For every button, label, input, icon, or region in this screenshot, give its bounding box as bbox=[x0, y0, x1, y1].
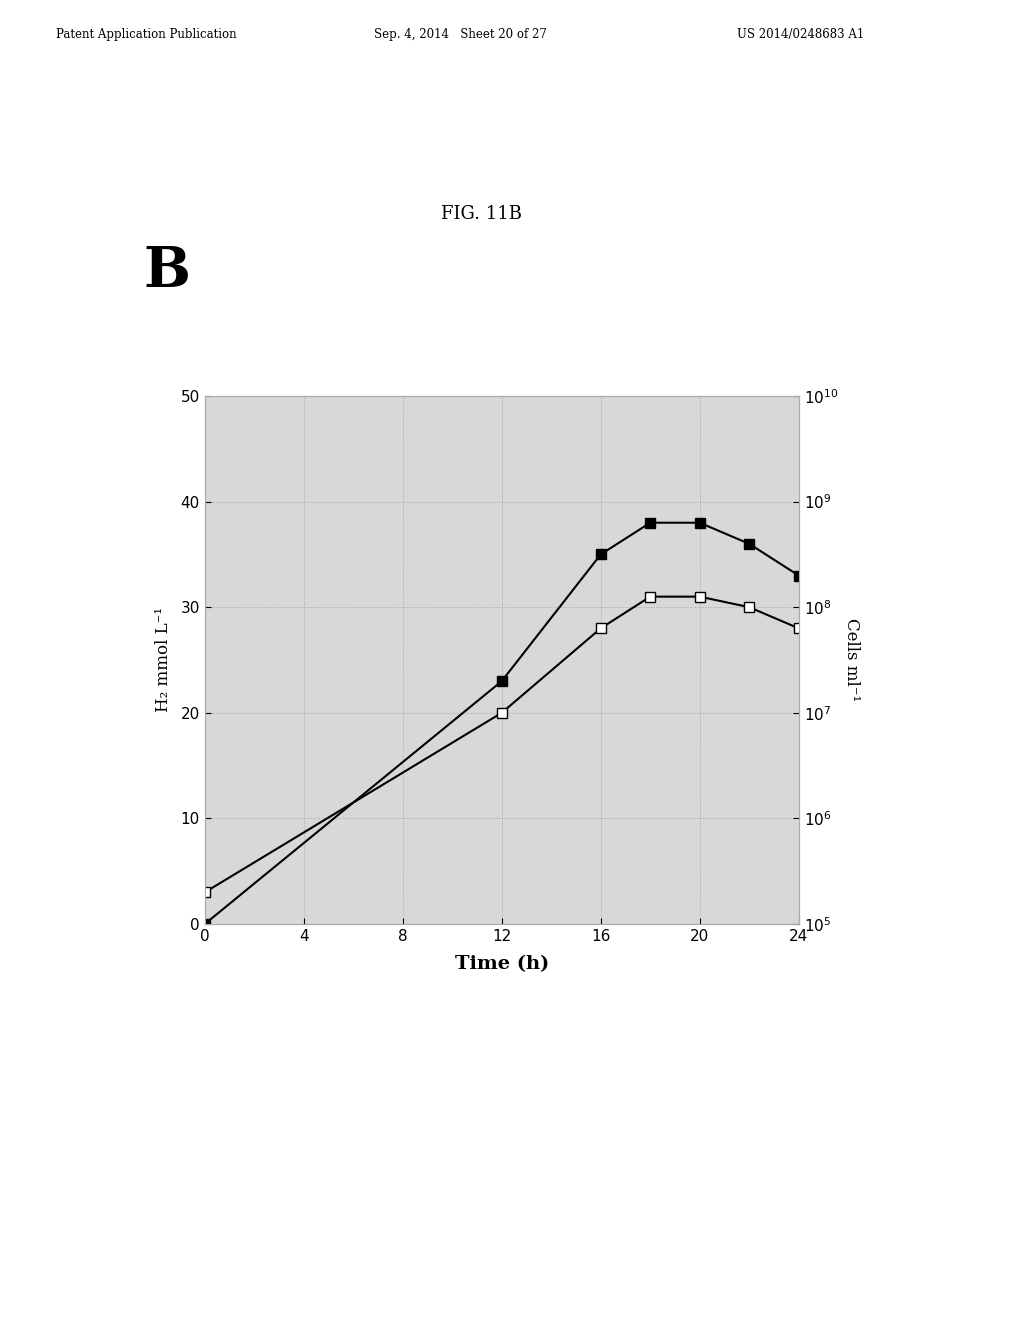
Text: B: B bbox=[143, 244, 190, 300]
Text: FIG. 11B: FIG. 11B bbox=[440, 205, 522, 223]
Text: Patent Application Publication: Patent Application Publication bbox=[56, 28, 237, 41]
Text: US 2014/0248683 A1: US 2014/0248683 A1 bbox=[737, 28, 864, 41]
Y-axis label: H₂ mmol L⁻¹: H₂ mmol L⁻¹ bbox=[156, 607, 172, 713]
X-axis label: Time (h): Time (h) bbox=[455, 954, 549, 973]
Y-axis label: Cells ml⁻¹: Cells ml⁻¹ bbox=[844, 619, 860, 701]
Text: Sep. 4, 2014   Sheet 20 of 27: Sep. 4, 2014 Sheet 20 of 27 bbox=[374, 28, 547, 41]
